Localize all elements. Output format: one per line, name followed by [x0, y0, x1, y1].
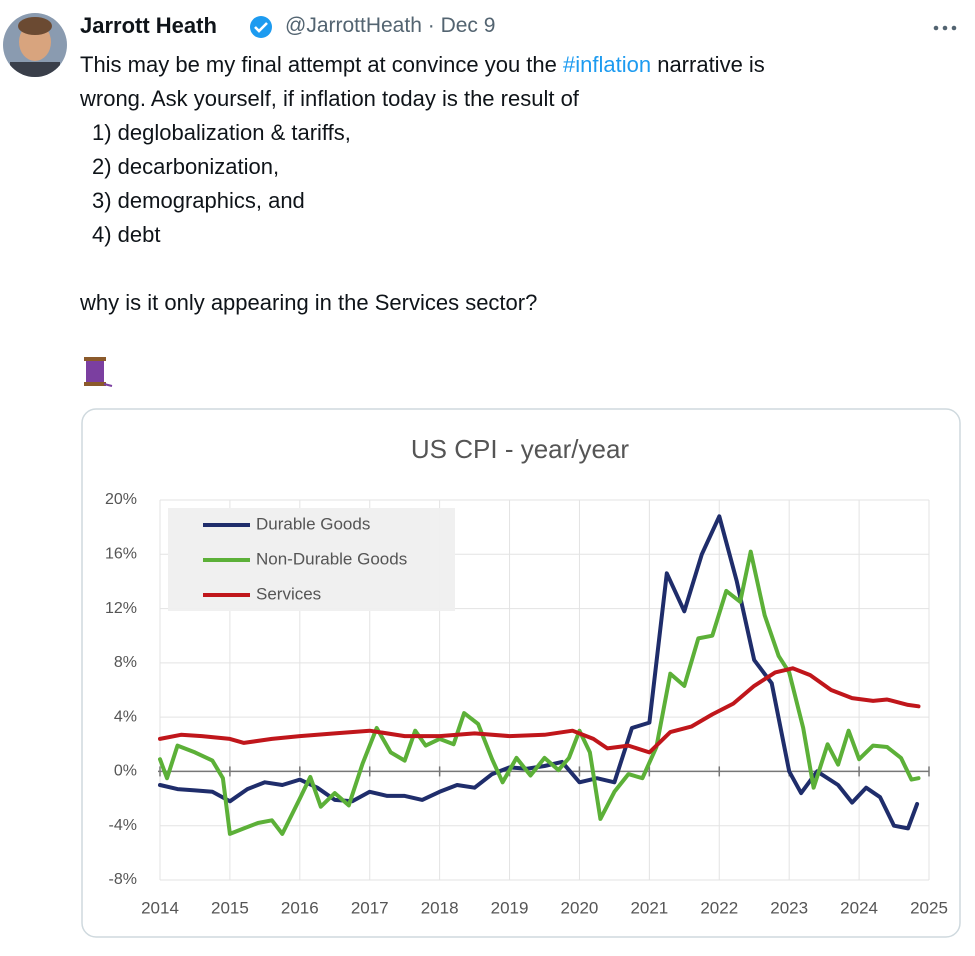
- y-tick-label: 8%: [114, 654, 137, 671]
- x-tick-label: 2017: [351, 898, 389, 917]
- display-name[interactable]: Jarrott Heath: [80, 13, 217, 38]
- text-line: wrong. Ask yourself, if inflation today …: [80, 82, 765, 116]
- hashtag[interactable]: #inflation: [563, 52, 652, 77]
- text: why is it only appearing in the Services…: [80, 290, 538, 315]
- more-menu[interactable]: [933, 25, 957, 31]
- separator: ·: [427, 14, 435, 37]
- text: 2) decarbonization,: [92, 154, 280, 179]
- x-tick-label: 2025: [910, 898, 948, 917]
- text: 4) debt: [92, 222, 161, 247]
- legend-label: Durable Goods: [256, 514, 370, 533]
- x-tick-label: 2023: [770, 898, 808, 917]
- text-line: 3) demographics, and: [80, 184, 765, 218]
- text: This may be my final attempt at convince…: [80, 52, 564, 77]
- y-tick-label: 20%: [105, 491, 137, 508]
- tweet-text: This may be my final attempt at convince…: [80, 48, 765, 320]
- tweet-meta: @JarrottHeath · Dec 9: [285, 14, 495, 38]
- x-tick-label: 2024: [840, 898, 878, 917]
- x-tick-label: 2015: [211, 898, 249, 917]
- text: 3) demographics, and: [92, 188, 305, 213]
- series-line: [158, 666, 921, 755]
- x-tick-label: 2021: [630, 898, 668, 917]
- text: narrative is: [651, 52, 765, 77]
- y-tick-label: 12%: [105, 600, 137, 617]
- y-tick-label: -8%: [109, 871, 137, 888]
- date[interactable]: Dec 9: [440, 14, 496, 37]
- series-line: [158, 549, 921, 836]
- thread-emoji: [84, 357, 113, 387]
- text-line: This may be my final attempt at convince…: [80, 48, 765, 82]
- y-tick-label: -4%: [109, 817, 137, 834]
- x-tick-label: 2022: [700, 898, 738, 917]
- text: wrong. Ask yourself, if inflation today …: [80, 86, 579, 111]
- text-line: why is it only appearing in the Services…: [80, 286, 765, 320]
- x-tick-label: 2016: [281, 898, 319, 917]
- text: 1) deglobalization & tariffs,: [92, 120, 351, 145]
- text-line: 2) decarbonization,: [80, 150, 765, 184]
- y-tick-label: 0%: [114, 763, 137, 780]
- legend-label: Services: [256, 584, 321, 603]
- chart-title: US CPI - year/year: [411, 434, 630, 464]
- x-tick-label: 2018: [421, 898, 459, 917]
- text-line: 4) debt: [80, 218, 765, 252]
- x-tick-label: 2019: [491, 898, 529, 917]
- x-tick-label: 2014: [141, 898, 179, 917]
- x-tick-label: 2020: [561, 898, 599, 917]
- legend-label: Non-Durable Goods: [256, 549, 407, 568]
- handle[interactable]: @JarrottHeath: [285, 14, 422, 37]
- y-tick-label: 4%: [114, 708, 137, 725]
- text-line: 1) deglobalization & tariffs,: [80, 116, 765, 150]
- avatar[interactable]: [3, 13, 67, 82]
- verified-badge: [250, 16, 272, 38]
- y-tick-label: 16%: [105, 546, 137, 563]
